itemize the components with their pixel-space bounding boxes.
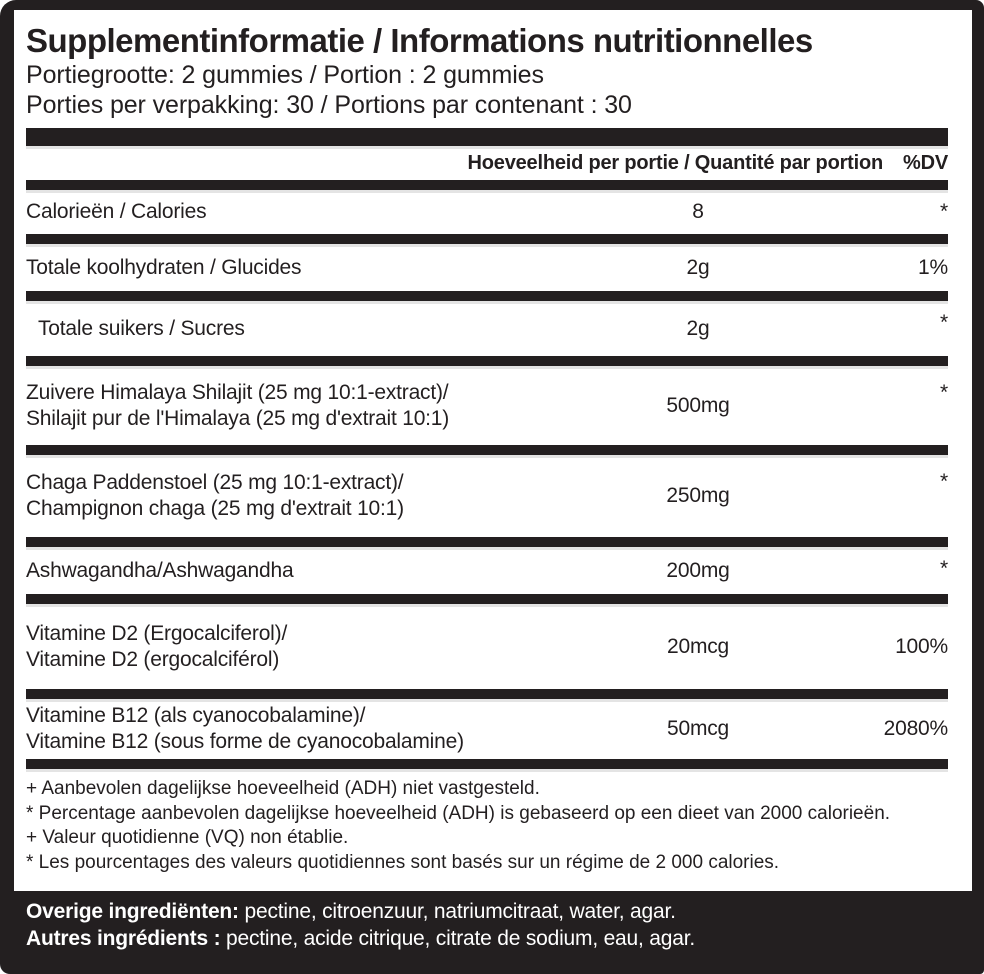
footnote-line: + Aanbevolen dagelijkse hoeveelheid (ADH…	[26, 778, 540, 799]
row-ashwagandha: Ashwagandha/Ashwagandha 200mg *	[26, 547, 948, 594]
footnote-line: + Valeur quotidienne (VQ) non établie.	[26, 827, 349, 848]
nutrient-name-line1: Vitamine D2 (Ergocalciferol)/	[26, 621, 288, 645]
nutrient-name: Chaga Paddenstoel (25 mg 10:1-extract)/ …	[26, 470, 578, 522]
divider-bar	[26, 180, 948, 190]
nutrient-name-line1: Chaga Paddenstoel (25 mg 10:1-extract)/	[26, 471, 404, 494]
label-panel: Supplementinformatie / Informations nutr…	[14, 10, 972, 891]
amount-value: 20mcg	[666, 634, 730, 658]
nutrient-name: Calorieën / Calories	[26, 200, 207, 223]
label-title: Supplementinformatie / Informations nutr…	[26, 22, 813, 59]
row-chaga: Chaga Paddenstoel (25 mg 10:1-extract)/ …	[26, 455, 948, 537]
row-vitamin-b12: Vitamine B12 (als cyanocobalamine)/ Vita…	[26, 699, 948, 759]
dv-column-header: %DV	[903, 151, 948, 174]
nutrient-name: Totale koolhydraten / Glucides	[26, 255, 302, 279]
nutrient-name: Totale suikers / Sucres	[38, 316, 245, 340]
divider-bar	[26, 291, 948, 301]
nutrient-name-line2: Champignon chaga (25 mg d'extrait 10:1)	[26, 497, 404, 520]
divider-bar	[26, 356, 948, 366]
footnote-line: * Les pourcentages des valeurs quotidien…	[26, 851, 780, 873]
row-vitamin-d2: Vitamine D2 (Ergocalciferol)/ Vitamine D…	[26, 604, 948, 689]
other-ingredients-line-nl: Overige ingrediënten: pectine, citroenzu…	[26, 898, 972, 925]
dv-value: 100%	[895, 634, 948, 658]
amount-value: 2g	[686, 255, 710, 279]
row-total-sugars: Totale suikers / Sucres 2g *	[26, 301, 948, 356]
amount-value: 500mg	[666, 393, 730, 417]
dv-value: *	[940, 557, 948, 580]
amount-value: 8	[692, 200, 704, 223]
row-total-carbs: Totale koolhydraten / Glucides 2g 1%	[26, 244, 948, 291]
footnote-line: * Percentage aanbevolen dagelijkse hoeve…	[26, 802, 891, 824]
dv-value: *	[940, 200, 948, 223]
divider-bar-thick	[26, 128, 948, 146]
nutrient-name-line2: Vitamine D2 (ergocalciférol)	[26, 647, 280, 671]
amount-value: 2g	[686, 316, 710, 340]
amount-value: 250mg	[666, 484, 730, 507]
serving-size-line: Portiegrootte: 2 gummies / Portion : 2 g…	[26, 61, 544, 89]
servings-per-container-line: Porties per verpakking: 30 / Portions pa…	[26, 91, 632, 119]
nutrient-name: Vitamine D2 (Ergocalciferol)/ Vitamine D…	[26, 621, 578, 673]
divider-bar	[26, 594, 948, 604]
divider-bar	[26, 234, 948, 244]
dv-value: *	[940, 311, 948, 334]
divider-bar	[26, 759, 948, 769]
label-header-block: Supplementinformatie / Informations nutr…	[26, 10, 948, 128]
dv-value: 2080%	[883, 717, 949, 740]
nutrient-name-line2: Vitamine B12 (sous forme de cyanocobalam…	[26, 730, 464, 753]
dv-value: *	[940, 381, 948, 404]
nutrient-name-line2: Shilajit pur de l'Himalaya (25 mg d'extr…	[26, 406, 450, 430]
nutrient-name-line1: Vitamine B12 (als cyanocobalamine)/	[26, 704, 366, 727]
table-header-row: Hoeveelheid per portie / Quantité par po…	[26, 146, 949, 180]
divider-bar	[26, 689, 948, 699]
ingredients-label: Overige ingrediënten:	[26, 900, 239, 923]
row-calories: Calorieën / Calories 8 *	[26, 190, 948, 234]
footnotes-section: + Aanbevolen dagelijkse hoeveelheid (ADH…	[26, 769, 948, 875]
ingredients-list: pectine, citroenzuur, natriumcitraat, wa…	[244, 900, 676, 923]
amount-value: 200mg	[666, 558, 730, 582]
other-ingredients-line-fr: Autres ingrédients : pectine, acide citr…	[26, 925, 972, 952]
other-ingredients-section: Overige ingrediënten: pectine, citroenzu…	[14, 891, 972, 952]
row-shilajit: Zuivere Himalaya Shilajit (25 mg 10:1-ex…	[26, 366, 948, 445]
dv-value: 1%	[918, 255, 948, 279]
nutrient-name: Vitamine B12 (als cyanocobalamine)/ Vita…	[26, 703, 578, 755]
divider-bar	[26, 445, 948, 455]
amount-column-header: Hoeveelheid per portie / Quantité par po…	[467, 151, 884, 174]
nutrient-name: Zuivere Himalaya Shilajit (25 mg 10:1-ex…	[26, 380, 578, 432]
divider-bar	[26, 537, 948, 547]
nutrient-name: Ashwagandha/Ashwagandha	[26, 558, 294, 582]
amount-value: 50mcg	[666, 717, 730, 740]
dv-value: *	[940, 470, 948, 493]
ingredients-label: Autres ingrédients :	[26, 927, 221, 950]
nutrient-name-line1: Zuivere Himalaya Shilajit (25 mg 10:1-ex…	[26, 380, 449, 404]
ingredients-list: pectine, acide citrique, citrate de sodi…	[226, 927, 695, 950]
